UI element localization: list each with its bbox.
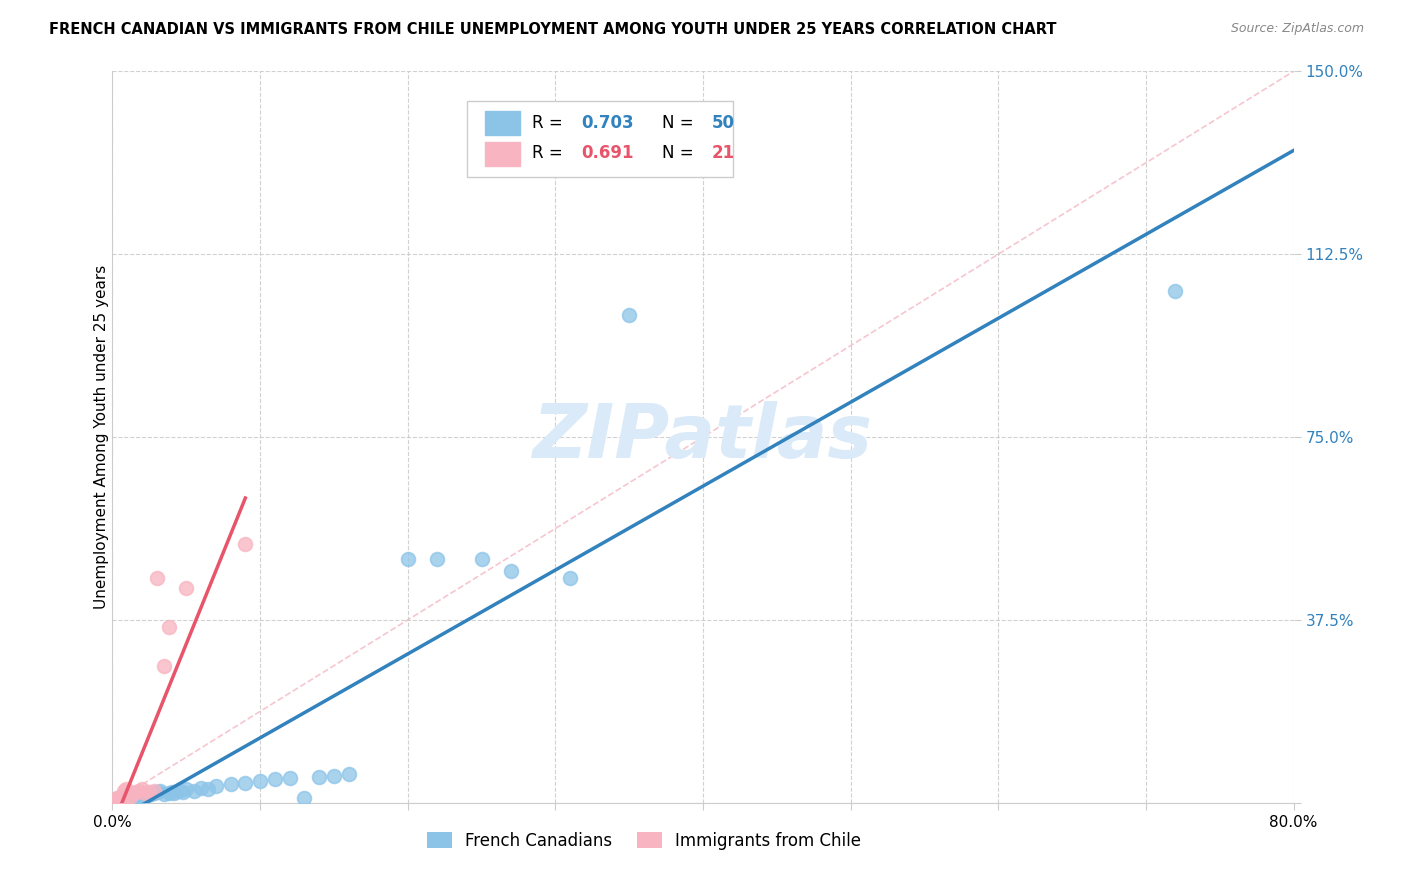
Point — [501, 564, 523, 578]
Point — [117, 791, 138, 805]
Point — [117, 789, 138, 803]
Point — [121, 789, 143, 804]
Point — [292, 791, 315, 805]
Text: N =: N = — [662, 145, 699, 162]
Point — [114, 782, 136, 797]
Point — [163, 786, 186, 800]
Point — [114, 791, 136, 805]
Text: 50: 50 — [711, 114, 734, 132]
Point — [129, 789, 152, 804]
Text: 0.691: 0.691 — [581, 145, 634, 162]
Point — [160, 785, 183, 799]
Text: N =: N = — [662, 114, 699, 132]
Point — [122, 789, 145, 803]
Point — [142, 783, 165, 797]
Point — [396, 552, 419, 566]
Point — [136, 789, 159, 803]
Point — [124, 791, 146, 805]
Point — [278, 772, 301, 786]
Point — [190, 781, 212, 796]
Point — [426, 552, 449, 566]
Point — [128, 783, 150, 797]
Point — [112, 789, 135, 804]
Point — [105, 791, 128, 805]
Point — [172, 785, 194, 799]
Point — [308, 771, 330, 785]
Point — [118, 789, 141, 804]
Point — [558, 572, 582, 586]
Point — [470, 552, 494, 566]
Point — [233, 537, 256, 551]
Point — [264, 772, 287, 787]
Point — [122, 786, 145, 800]
Point — [107, 791, 129, 805]
Point — [1164, 284, 1187, 298]
Point — [167, 783, 190, 797]
Point — [157, 620, 180, 634]
Text: 0.703: 0.703 — [581, 114, 634, 132]
Point — [146, 785, 169, 799]
Point — [197, 782, 219, 797]
Point — [139, 787, 162, 801]
Point — [134, 786, 156, 800]
Point — [110, 791, 132, 805]
Point — [323, 769, 346, 783]
Point — [127, 791, 149, 805]
Point — [183, 783, 205, 797]
Point — [157, 786, 180, 800]
Point — [219, 777, 242, 791]
Point — [205, 779, 228, 793]
Text: FRENCH CANADIAN VS IMMIGRANTS FROM CHILE UNEMPLOYMENT AMONG YOUTH UNDER 25 YEARS: FRENCH CANADIAN VS IMMIGRANTS FROM CHILE… — [49, 22, 1057, 37]
Bar — [485, 111, 520, 135]
Point — [153, 787, 176, 801]
Point — [619, 308, 641, 322]
Point — [111, 789, 134, 804]
Point — [120, 789, 142, 804]
Point — [125, 789, 148, 804]
Text: 21: 21 — [711, 145, 734, 162]
Point — [112, 783, 135, 797]
Legend: French Canadians, Immigrants from Chile: French Canadians, Immigrants from Chile — [420, 825, 868, 856]
Point — [131, 782, 153, 797]
Point — [142, 786, 165, 800]
Point — [107, 791, 129, 805]
Point — [146, 572, 169, 586]
Y-axis label: Unemployment Among Youth under 25 years: Unemployment Among Youth under 25 years — [94, 265, 108, 609]
Text: R =: R = — [531, 114, 568, 132]
Point — [138, 785, 160, 799]
Point — [125, 785, 148, 799]
Point — [108, 791, 131, 805]
Text: Source: ZipAtlas.com: Source: ZipAtlas.com — [1230, 22, 1364, 36]
Point — [110, 789, 132, 804]
Point — [174, 581, 197, 595]
Point — [174, 782, 197, 797]
Point — [128, 789, 150, 803]
Point — [337, 766, 360, 780]
Point — [108, 789, 131, 804]
Point — [149, 783, 172, 797]
Point — [134, 786, 156, 800]
Point — [249, 773, 271, 788]
Point — [120, 791, 142, 805]
Text: ZIPatlas: ZIPatlas — [533, 401, 873, 474]
Point — [111, 791, 134, 805]
Text: R =: R = — [531, 145, 568, 162]
Point — [153, 659, 176, 673]
FancyBboxPatch shape — [467, 101, 733, 178]
Bar — [485, 143, 520, 167]
Point — [233, 776, 256, 790]
Point — [131, 789, 153, 803]
